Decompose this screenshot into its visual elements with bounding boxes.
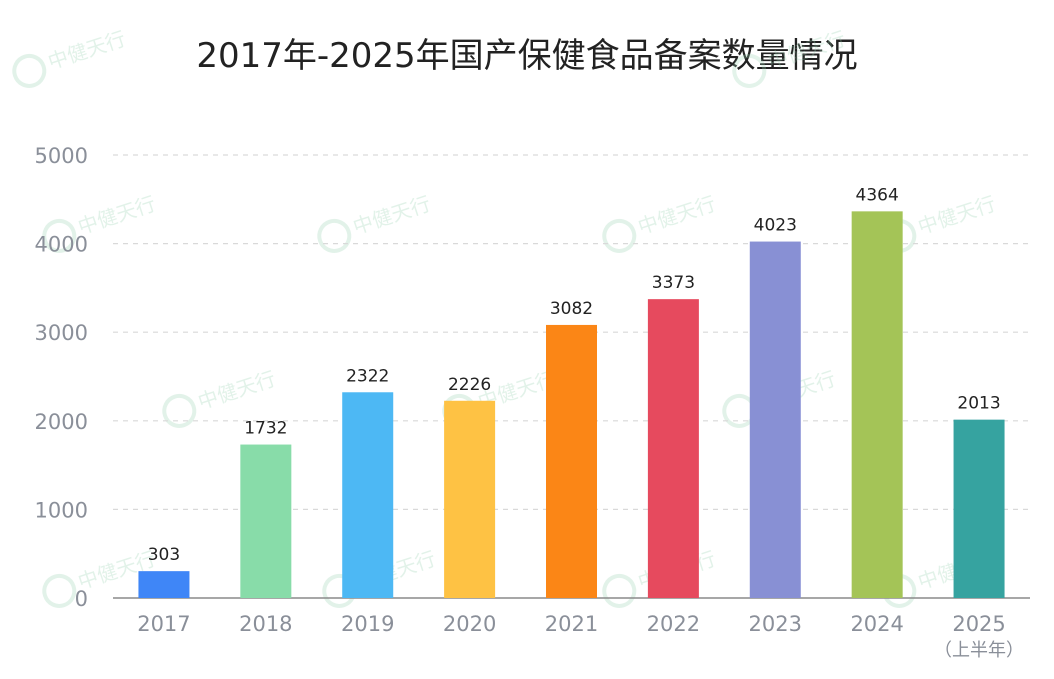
bar-2025 <box>953 419 1005 598</box>
x-tick-label-2025: 2025 <box>952 612 1005 636</box>
data-label-2024: 4364 <box>856 185 899 205</box>
data-label-2025: 2013 <box>957 394 1000 414</box>
data-label-2021: 3082 <box>550 299 593 319</box>
data-label-2017: 303 <box>148 545 180 565</box>
x-tick-label-2023: 2023 <box>749 612 802 636</box>
y-tick-label: 2000 <box>35 410 88 434</box>
data-label-2020: 2226 <box>448 375 491 395</box>
y-tick-label: 3000 <box>35 321 88 345</box>
x-tick-label-2019: 2019 <box>341 612 394 636</box>
x-tick-label-2020: 2020 <box>443 612 496 636</box>
y-tick-label: 5000 <box>35 144 88 168</box>
x-tick-label-2017: 2017 <box>137 612 190 636</box>
chart-title: 2017年-2025年国产保健食品备案数量情况 <box>196 36 858 76</box>
y-tick-label: 0 <box>75 587 88 611</box>
bar-2020 <box>444 400 496 598</box>
bar-2017 <box>138 571 190 598</box>
bar-2018 <box>240 444 292 598</box>
y-tick-label: 1000 <box>35 498 88 522</box>
x-tick-label-2024: 2024 <box>850 612 903 636</box>
bar-2021 <box>546 324 597 598</box>
x-tick-label-2022: 2022 <box>647 612 700 636</box>
y-tick-label: 4000 <box>35 233 88 257</box>
x-tick-note-2025: （上半年） <box>934 640 1024 661</box>
data-label-2022: 3373 <box>652 273 695 293</box>
bar-2019 <box>342 392 394 598</box>
x-tick-label-2018: 2018 <box>239 612 292 636</box>
bar-2023 <box>749 241 801 598</box>
data-label-2018: 1732 <box>244 419 287 439</box>
data-label-2023: 4023 <box>754 216 797 236</box>
bar-2024 <box>851 211 903 598</box>
bar-2022 <box>647 299 699 598</box>
x-tick-label-2021: 2021 <box>545 612 598 636</box>
data-label-2019: 2322 <box>346 366 389 386</box>
